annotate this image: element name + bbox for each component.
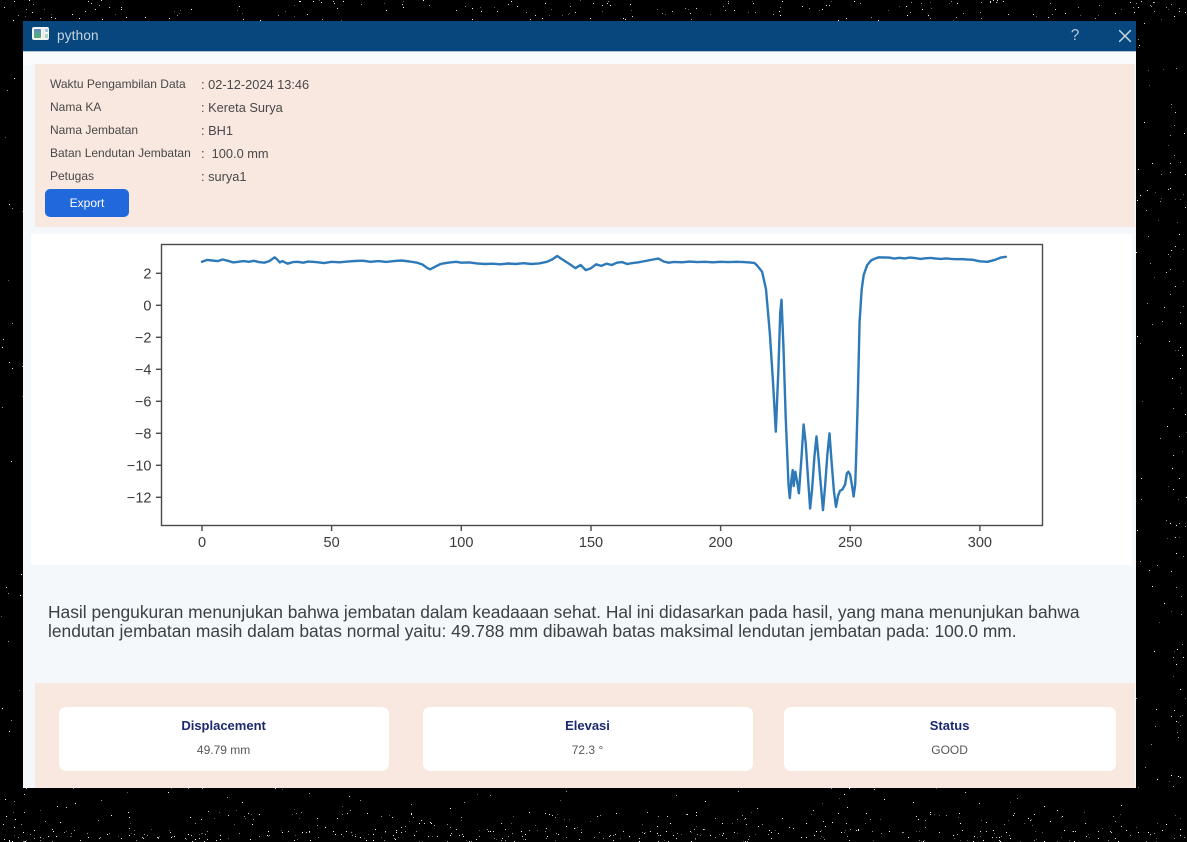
svg-text:100: 100 bbox=[449, 535, 473, 551]
svg-text:200: 200 bbox=[708, 535, 732, 551]
svg-text:50: 50 bbox=[324, 535, 340, 551]
svg-text:300: 300 bbox=[968, 535, 992, 551]
svg-text:150: 150 bbox=[579, 535, 603, 551]
svg-text:250: 250 bbox=[838, 535, 862, 551]
svg-text:−6: −6 bbox=[135, 395, 152, 411]
svg-text:−12: −12 bbox=[127, 491, 152, 507]
svg-text:−4: −4 bbox=[135, 363, 152, 379]
svg-text:0: 0 bbox=[143, 299, 151, 315]
svg-text:2: 2 bbox=[143, 267, 151, 283]
svg-text:−2: −2 bbox=[135, 331, 152, 347]
svg-text:0: 0 bbox=[198, 535, 206, 551]
svg-text:−8: −8 bbox=[135, 427, 152, 443]
svg-text:−10: −10 bbox=[127, 459, 152, 475]
